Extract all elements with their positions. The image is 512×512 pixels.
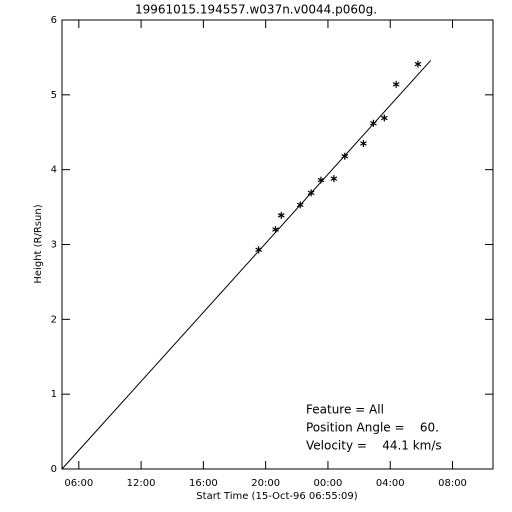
fit-line [61,60,432,470]
plot-frame [61,19,494,470]
y-tick-label: 6 [51,15,57,26]
x-tick-label: 06:00 [64,478,93,489]
data-point [392,80,400,88]
y-axis-label: Height (R/Rsun) [33,204,44,283]
data-point [360,139,367,147]
y-tick-label: 3 [51,240,57,251]
data-point [296,201,304,209]
x-tick-label: 04:00 [376,478,405,489]
data-point [341,152,349,160]
data-point [370,119,377,127]
data-point [272,226,279,234]
x-tick-label: 20:00 [251,478,280,489]
annotation: Velocity = 44.1 km/s [306,439,442,453]
y-tick-label: 1 [51,389,57,400]
x-tick-label: 12:00 [127,478,156,489]
data-point [414,60,422,68]
chart-title: 19961015.194557.w037n.v0044.p060g. [135,3,377,17]
x-tick-label: 00:00 [314,478,343,489]
data-point [380,114,388,122]
data-point [317,176,325,184]
x-tick-label: 16:00 [189,478,218,489]
data-point [277,211,285,219]
data-point [330,175,338,183]
data-point [307,189,315,197]
annotation: Position Angle = 60. [306,421,439,435]
x-axis-label: Start Time (15-Oct-96 06:55:09) [196,491,357,502]
data-point [255,246,263,254]
x-tick-label: 08:00 [438,478,467,489]
annotation: Feature = All [306,403,384,417]
y-tick-label: 0 [51,464,57,475]
y-tick-label: 4 [51,165,57,176]
y-tick-label: 2 [51,314,57,325]
y-tick-label: 5 [51,90,57,101]
